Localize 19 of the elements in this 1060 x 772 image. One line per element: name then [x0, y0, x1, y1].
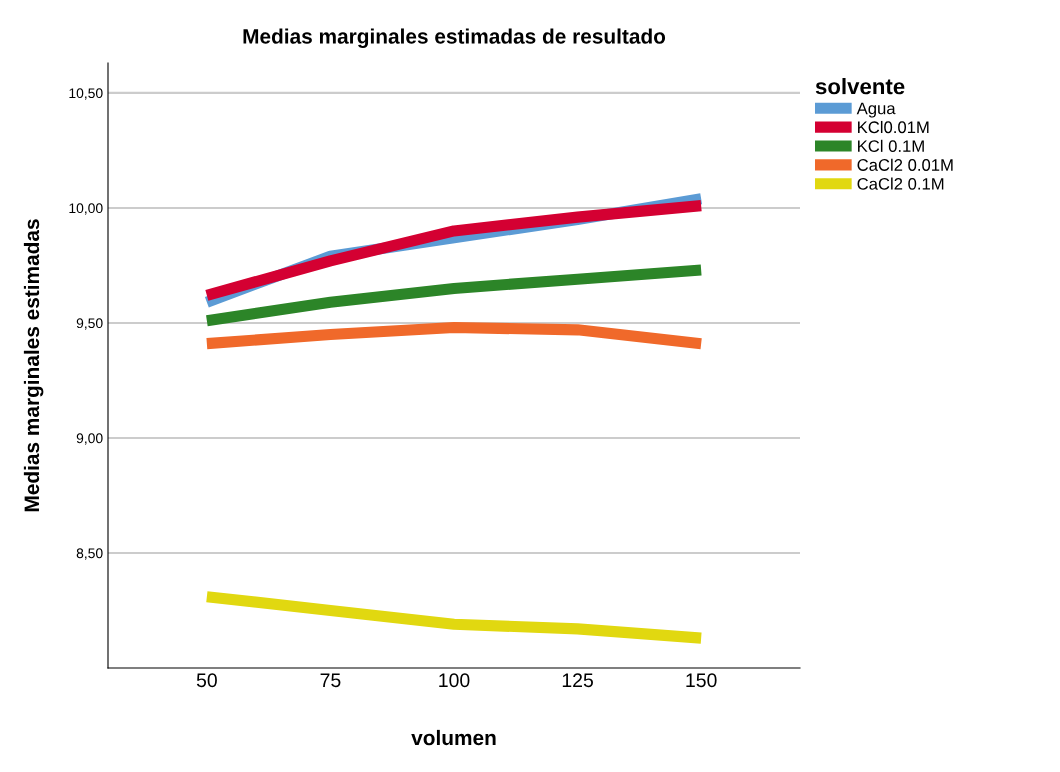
y-tick-label: 9,00: [76, 433, 103, 445]
legend-label: KCl 0.1M: [858, 139, 924, 153]
x-tick-label: 100: [439, 673, 470, 688]
x-tick-label: 125: [562, 673, 593, 688]
legend-title: solvente: [815, 78, 905, 95]
x-tick-label: 50: [196, 673, 217, 688]
y-tick-label: 9,50: [76, 318, 103, 330]
legend-label: CaCl2 0.01M: [857, 158, 953, 171]
y-axis-title: Medias marginales estimadas: [23, 219, 44, 512]
x-tick-label: 75: [320, 673, 341, 688]
y-tick-label: 10,50: [69, 88, 103, 100]
legend-label: CaCl2 0.1M: [857, 177, 944, 190]
x-tick-label: 150: [686, 673, 717, 688]
y-tick-label: 8,50: [76, 548, 103, 560]
legend-label: KCl0.01M: [858, 120, 929, 134]
legend-label: Agua: [856, 102, 896, 118]
x-axis-title: volumen: [411, 729, 496, 746]
chart-title: Medias marginales estimadas de resultado: [243, 28, 666, 48]
y-tick-label: 10,00: [69, 203, 103, 215]
